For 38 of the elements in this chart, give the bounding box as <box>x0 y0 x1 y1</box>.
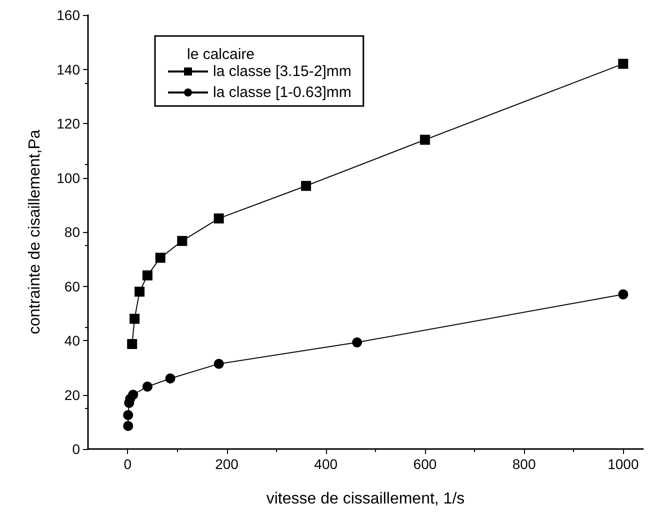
point <box>142 382 152 392</box>
x-tick-label: 400 <box>314 456 338 472</box>
point <box>123 420 134 431</box>
y-tick-label: 60 <box>64 278 80 294</box>
point <box>123 410 134 420</box>
point <box>177 236 188 246</box>
y-axis-title: contrainte de cisaillement,Pa <box>26 130 44 334</box>
point <box>130 314 140 324</box>
point <box>128 390 138 400</box>
point <box>352 337 362 348</box>
point <box>618 289 628 300</box>
x-tick-label: 0 <box>124 456 132 472</box>
legend-label: la classe [3.15-2]mm <box>213 63 352 80</box>
y-tick-label: 0 <box>72 441 80 457</box>
point <box>214 358 224 369</box>
y-tick-label: 20 <box>64 386 80 403</box>
point <box>134 286 145 297</box>
legend-title: le calcaire <box>187 46 255 63</box>
y-tick-label: 80 <box>64 224 80 240</box>
x-tick-label: 200 <box>215 456 239 472</box>
x-tick-label: 1000 <box>608 456 639 472</box>
point <box>301 180 312 191</box>
x-tick-label: 800 <box>512 456 536 472</box>
point <box>214 213 224 224</box>
point <box>165 373 176 384</box>
point <box>127 339 138 350</box>
legend-label: la classe [1-0.63]mm <box>213 84 352 101</box>
x-axis-title: vitesse de cissaillement, 1/s <box>266 490 465 508</box>
x-tick-label: 600 <box>413 456 437 472</box>
point <box>155 252 166 263</box>
y-tick-label: 100 <box>56 170 80 186</box>
point <box>142 270 152 280</box>
point <box>618 58 628 69</box>
y-tick-label: 40 <box>64 332 80 348</box>
y-tick-label: 120 <box>56 116 80 132</box>
y-tick-label: 160 <box>56 7 80 23</box>
y-tick-label: 140 <box>56 61 80 78</box>
point <box>420 134 430 145</box>
